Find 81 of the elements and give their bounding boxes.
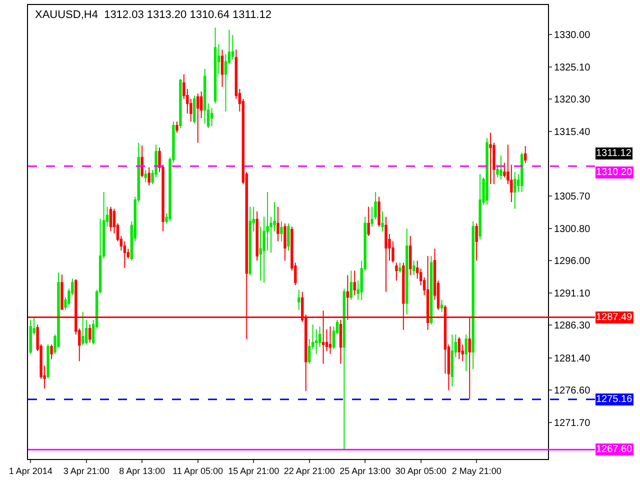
x-tick-label: 22 Apr 21:00 xyxy=(284,466,335,476)
x-tick-label: 3 Apr 21:00 xyxy=(63,466,110,476)
candlestick xyxy=(472,220,474,370)
chart-title: XAUUSD,H4 1312.03 1313.20 1310.64 1311.12 xyxy=(35,9,272,21)
candlestick xyxy=(409,235,412,276)
ref-line-label: 1287.49 xyxy=(596,312,633,323)
candlestick xyxy=(179,78,182,129)
y-tick-label: 1296.00 xyxy=(554,256,591,268)
candlestick xyxy=(314,328,318,354)
candlestick xyxy=(464,334,468,372)
candlestick xyxy=(398,262,402,274)
y-tick-label: 1320.30 xyxy=(554,94,591,106)
y-tick-label: 1286.30 xyxy=(554,320,591,332)
x-tick-label: 2 May 21:00 xyxy=(452,466,502,476)
y-tick-label: 1271.70 xyxy=(554,418,591,429)
candlestick xyxy=(458,336,461,360)
x-tick-label: 15 Apr 21:00 xyxy=(228,466,280,476)
x-tick-label: 8 Apr 13:00 xyxy=(119,466,166,476)
candlestick xyxy=(489,132,492,185)
candlestick xyxy=(339,319,342,364)
candlestick xyxy=(214,27,217,104)
candlestick xyxy=(210,108,214,127)
x-tick-label: 30 Apr 05:00 xyxy=(395,466,446,476)
y-tick-label: 1276.60 xyxy=(554,385,591,396)
ref-line-label: 1267.60 xyxy=(596,444,633,455)
candlestick xyxy=(384,216,388,292)
candlestick xyxy=(524,146,527,164)
candlestick xyxy=(486,138,488,206)
ref-line-label: 1275.16 xyxy=(596,394,633,405)
candlestick xyxy=(440,299,444,312)
candlestick xyxy=(196,93,200,144)
candlestick xyxy=(328,326,332,354)
candlestick xyxy=(88,324,92,343)
candlestick xyxy=(353,270,356,296)
candlestick xyxy=(450,334,454,387)
candlestick xyxy=(395,262,398,282)
candlestick xyxy=(46,344,50,379)
candlestick xyxy=(350,270,352,300)
candlestick xyxy=(520,152,524,193)
candlestick xyxy=(381,210,384,232)
candlestick xyxy=(29,319,32,355)
candlestick xyxy=(298,289,300,310)
candlestick xyxy=(478,174,482,240)
candlestick xyxy=(500,154,502,180)
candlestick xyxy=(176,121,178,134)
x-tick-label: 25 Apr 13:00 xyxy=(340,466,391,476)
candlestick xyxy=(144,170,147,183)
candlestick xyxy=(82,311,84,346)
y-tick-label: 1325.10 xyxy=(554,62,591,74)
y-tick-label: 1305.70 xyxy=(554,192,591,203)
candlestick xyxy=(60,274,64,310)
candlestick xyxy=(475,222,478,262)
candlestick xyxy=(193,95,196,124)
x-tick-label: 1 Apr 2014 xyxy=(8,466,52,476)
candlestick xyxy=(203,68,206,124)
candlestick xyxy=(220,49,224,88)
y-tick-label: 1330.00 xyxy=(554,30,591,41)
candlestick xyxy=(514,172,516,210)
y-tick-label: 1281.40 xyxy=(554,353,591,364)
candlestick xyxy=(287,222,290,252)
candlestick xyxy=(280,220,283,242)
candlestick xyxy=(367,206,370,236)
candlestick xyxy=(406,228,408,316)
y-tick-label: 1300.80 xyxy=(554,224,591,236)
candlestick xyxy=(248,206,252,276)
candlestick xyxy=(378,196,380,228)
candlestick xyxy=(276,206,280,242)
candlestick xyxy=(50,344,53,360)
ref-line-label: 1310.20 xyxy=(596,167,633,178)
candlestick xyxy=(140,144,144,178)
candlestick xyxy=(256,210,258,262)
y-tick-label: 1315.40 xyxy=(554,126,591,138)
candlestick xyxy=(109,206,112,232)
text: 1311.12 xyxy=(596,148,632,159)
candlestick xyxy=(284,222,286,262)
y-tick-label: 1291.10 xyxy=(554,288,591,300)
candlestick xyxy=(430,255,433,326)
candlestick xyxy=(148,166,150,186)
candlestick xyxy=(342,288,346,450)
x-tick-label: 11 Apr 05:00 xyxy=(172,466,224,476)
candlestick xyxy=(412,260,416,276)
